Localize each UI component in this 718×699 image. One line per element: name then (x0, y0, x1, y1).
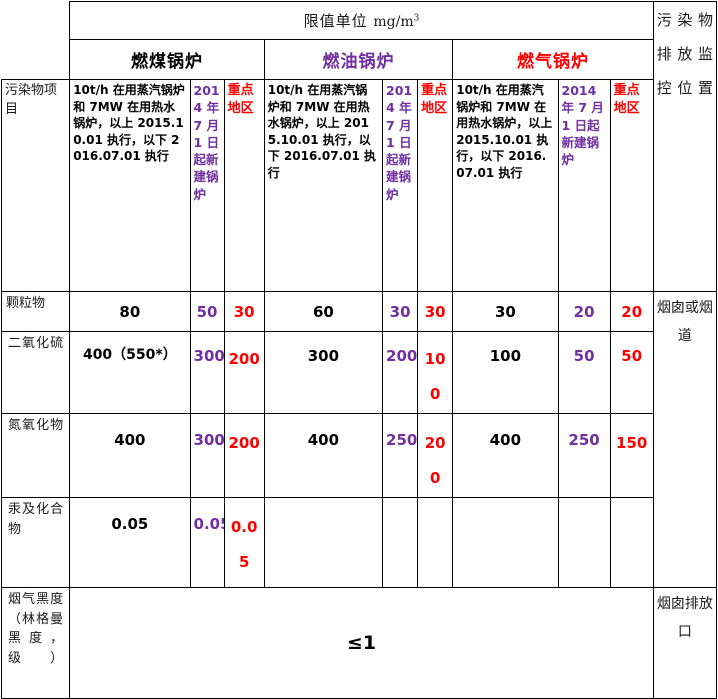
unit-title-cell: 限值单位 mg/m3 (69, 1, 654, 40)
cell-nox-oil-key: 200 (417, 413, 454, 498)
cell-nox-oil-inuse: 400 (263, 413, 384, 498)
cell-mercury-coal-new: 0.05 (189, 497, 225, 588)
monitor-position-chimney-outlet: 烟囱排放口 (652, 587, 718, 699)
cell-so2-oil-key: 100 (417, 331, 454, 414)
subheader-oil-key-area: 重点地区 (417, 79, 454, 292)
table-row-boiler-groups: 燃煤锅炉 燃油锅炉 燃气锅炉 (2, 39, 717, 80)
cell-so2-gas-new: 50 (557, 331, 611, 414)
cell-particulate-oil-inuse: 60 (263, 291, 384, 332)
cell-nox-gas-key: 150 (609, 413, 654, 498)
corner-blank-cell (0, 1, 71, 80)
monitor-position-header: 污染物排放监控位置 (652, 1, 718, 292)
monitor-position-header-text: 污染物排放监控位置 (656, 11, 713, 97)
cell-particulate-gas-inuse: 30 (452, 291, 559, 332)
subheader-gas-new: 2014 年 7 月 1 日起新建锅炉 (557, 79, 611, 292)
cell-so2-coal-new: 300 (189, 331, 225, 414)
cell-so2-coal-key: 200 (223, 331, 265, 414)
subheader-coal-new: 2014 年 7 月 1 日起新建锅炉 (189, 79, 225, 292)
cell-particulate-coal-new: 50 (189, 291, 225, 332)
cell-smoke-blackness-value: ≤1 (69, 587, 654, 699)
cell-mercury-oil-key (417, 497, 454, 588)
monitor-position-stack-flue: 烟囱或烟道 (652, 291, 718, 588)
unit-title-unit: mg/m3 (373, 13, 420, 30)
table-row: 颗粒物 80 50 30 60 30 30 30 20 20 烟囱或烟道 (0, 291, 718, 588)
cell-mercury-coal-key: 0.05 (223, 497, 265, 588)
cell-so2-oil-new: 200 (382, 331, 419, 414)
cell-mercury-oil-new (382, 497, 419, 588)
subheader-oil-inuse: 10t/h 在用蒸汽锅炉和 7MW 在用热水锅炉，以上 2015.10.01 执… (263, 79, 384, 292)
cell-so2-gas-key: 50 (609, 331, 654, 414)
subheader-coal-inuse: 10t/h 在用蒸汽锅炉和 7MW 在用热水锅炉，以上 2015.10.01 执… (69, 79, 191, 292)
table-row: 烟气黑度（林格曼黑度，级） ≤1 烟囱排放口 (0, 587, 718, 699)
cell-particulate-oil-new: 30 (382, 291, 419, 332)
table-row: 二氧化硫 400（550*） 300 200 300 200 100 100 5… (0, 331, 717, 414)
table-row: 氮氧化物 400 300 200 400 250 200 400 250 150 (0, 413, 717, 498)
subheader-coal-key-area: 重点地区 (223, 79, 265, 292)
row-label-nitrogen-oxides: 氮氧化物 (0, 413, 71, 498)
cell-so2-coal-inuse: 400（550*） (69, 331, 191, 414)
unit-title-cn: 限值单位 (303, 12, 368, 30)
subheader-oil-new: 2014 年 7 月 1 日起新建锅炉 (382, 79, 419, 292)
row-label-smoke-blackness: 烟气黑度（林格曼黑度，级） (0, 587, 71, 699)
row-label-sulfur-dioxide: 二氧化硫 (0, 331, 71, 414)
row-label-particulate: 颗粒物 (0, 291, 71, 332)
group-header-coal-boiler: 燃煤锅炉 (69, 39, 265, 80)
table-row-unit-title: 限值单位 mg/m3 污染物排放监控位置 (0, 1, 718, 292)
cell-mercury-gas-inuse (452, 497, 559, 588)
cell-particulate-coal-key: 30 (223, 291, 265, 332)
cell-mercury-oil-inuse (263, 497, 384, 588)
cell-nox-oil-new: 250 (382, 413, 419, 498)
cell-mercury-gas-new (557, 497, 611, 588)
cell-mercury-gas-key (609, 497, 654, 588)
cell-mercury-coal-inuse: 0.05 (69, 497, 191, 588)
cell-particulate-gas-key: 20 (609, 291, 654, 332)
subheader-gas-inuse: 10t/h 在用蒸汽锅炉和 7MW 在用热水锅炉，以上 2015.10.01 执… (452, 79, 559, 292)
cell-so2-oil-inuse: 300 (263, 331, 384, 414)
table-row: 汞及化合物 0.05 0.05 0.05 (0, 497, 717, 588)
cell-nox-gas-new: 250 (557, 413, 611, 498)
row-label-mercury: 汞及化合物 (0, 497, 71, 588)
group-header-gas-boiler: 燃气锅炉 (452, 39, 654, 80)
subheader-gas-key-area: 重点地区 (609, 79, 654, 292)
cell-particulate-gas-new: 20 (557, 291, 611, 332)
cell-so2-gas-inuse: 100 (452, 331, 559, 414)
cell-nox-gas-inuse: 400 (452, 413, 559, 498)
cell-particulate-coal-inuse: 80 (69, 291, 191, 332)
cell-nox-coal-key: 200 (223, 413, 265, 498)
table-row-sub-headers: 污染物项目 10t/h 在用蒸汽锅炉和 7MW 在用热水锅炉，以上 2015.1… (0, 79, 717, 292)
cell-nox-coal-new: 300 (189, 413, 225, 498)
cell-nox-coal-inuse: 400 (69, 413, 191, 498)
cell-particulate-oil-key: 30 (417, 291, 454, 332)
pollutant-item-header: 污染物项目 (0, 79, 71, 292)
group-header-oil-boiler: 燃油锅炉 (263, 39, 454, 80)
